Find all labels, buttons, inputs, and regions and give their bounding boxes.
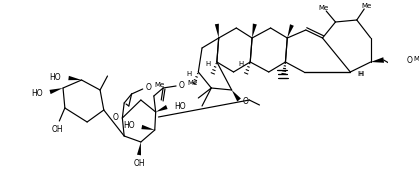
Polygon shape [49, 88, 63, 94]
Text: Me: Me [414, 56, 419, 62]
Text: O: O [178, 81, 185, 90]
Text: OH: OH [52, 125, 63, 134]
Text: H: H [186, 71, 191, 77]
Text: OH: OH [133, 159, 145, 168]
Polygon shape [232, 90, 241, 102]
Polygon shape [68, 76, 82, 80]
Text: HO: HO [123, 122, 134, 131]
Polygon shape [137, 142, 141, 155]
Text: O: O [407, 55, 413, 64]
Polygon shape [252, 24, 257, 38]
Text: H: H [238, 61, 243, 67]
Text: HO: HO [174, 102, 186, 111]
Polygon shape [141, 125, 155, 130]
Text: O: O [243, 96, 248, 105]
Polygon shape [371, 57, 384, 63]
Text: Me: Me [361, 3, 371, 9]
Text: O: O [145, 83, 151, 92]
Text: O: O [113, 113, 119, 122]
Text: Me: Me [188, 80, 198, 86]
Text: H: H [357, 71, 362, 77]
Polygon shape [156, 105, 168, 112]
Text: Me: Me [318, 5, 328, 11]
Polygon shape [287, 24, 294, 38]
Text: HO: HO [31, 89, 43, 97]
Polygon shape [215, 24, 219, 38]
Text: H: H [359, 71, 364, 77]
Text: Me: Me [154, 82, 165, 88]
Text: H: H [205, 61, 210, 67]
Text: HO: HO [49, 73, 61, 82]
